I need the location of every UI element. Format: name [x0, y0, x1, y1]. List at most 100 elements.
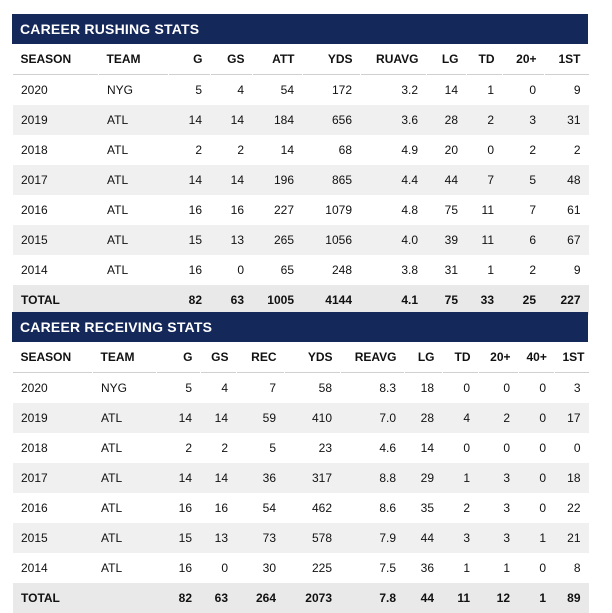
- total-cell: 7.8: [341, 583, 405, 613]
- col-td[interactable]: TD: [467, 44, 503, 75]
- col-lg[interactable]: LG: [427, 44, 467, 75]
- col-season[interactable]: SEASON: [13, 44, 99, 75]
- col-gs[interactable]: GS: [201, 342, 237, 373]
- table-cell: 0: [479, 433, 519, 463]
- receiving-stats-table: SEASON TEAM G GS REC YDS REAVG LG TD 20+…: [12, 342, 589, 613]
- table-cell: 20: [427, 135, 467, 165]
- table-cell: 462: [285, 493, 341, 523]
- col-lg[interactable]: LG: [405, 342, 443, 373]
- table-cell: 2018: [13, 433, 93, 463]
- table-cell: 5: [157, 373, 201, 404]
- table-cell: 1: [467, 255, 503, 285]
- table-cell: 0: [519, 493, 555, 523]
- table-cell: 16: [169, 255, 211, 285]
- table-cell: 3.2: [361, 75, 427, 106]
- col-td[interactable]: TD: [443, 342, 479, 373]
- total-cell: TOTAL: [13, 583, 93, 613]
- table-cell: 0: [443, 373, 479, 404]
- col-team[interactable]: TEAM: [99, 44, 169, 75]
- table-cell: 9: [545, 75, 589, 106]
- table-cell: 0: [479, 373, 519, 404]
- col-g[interactable]: G: [157, 342, 201, 373]
- table-cell: 3: [503, 105, 545, 135]
- col-1st[interactable]: 1ST: [545, 44, 589, 75]
- col-20plus[interactable]: 20+: [479, 342, 519, 373]
- table-cell: 15: [157, 523, 201, 553]
- table-cell: 59: [237, 403, 285, 433]
- total-cell: 82: [169, 285, 211, 315]
- table-cell: 14: [427, 75, 467, 106]
- table-cell: 1: [443, 463, 479, 493]
- col-gs[interactable]: GS: [211, 44, 253, 75]
- table-cell: 0: [519, 463, 555, 493]
- table-cell: 68: [303, 135, 361, 165]
- table-cell: 48: [545, 165, 589, 195]
- table-cell: 11: [467, 225, 503, 255]
- table-cell: 16: [157, 493, 201, 523]
- table-cell: 73: [237, 523, 285, 553]
- col-yds[interactable]: YDS: [303, 44, 361, 75]
- table-cell: 2014: [13, 553, 93, 583]
- table-cell: 7.0: [341, 403, 405, 433]
- table-cell: 14: [169, 165, 211, 195]
- col-40plus[interactable]: 40+: [519, 342, 555, 373]
- table-cell: 7: [237, 373, 285, 404]
- col-rec[interactable]: REC: [237, 342, 285, 373]
- total-cell: 63: [211, 285, 253, 315]
- table-cell: 2016: [13, 493, 93, 523]
- total-cell: 44: [405, 583, 443, 613]
- table-cell: NYG: [99, 75, 169, 106]
- table-cell: 14: [157, 403, 201, 433]
- table-cell: 2: [201, 433, 237, 463]
- table-cell: ATL: [93, 553, 157, 583]
- table-cell: 7.9: [341, 523, 405, 553]
- table-cell: 2020: [13, 373, 93, 404]
- rushing-stats-section: CAREER RUSHING STATS SEASON TEAM G GS AT…: [12, 14, 588, 315]
- col-team[interactable]: TEAM: [93, 342, 157, 373]
- table-cell: 29: [405, 463, 443, 493]
- col-20plus[interactable]: 20+: [503, 44, 545, 75]
- table-cell: 5: [169, 75, 211, 106]
- table-cell: 4.6: [341, 433, 405, 463]
- col-reavg[interactable]: REAVG: [341, 342, 405, 373]
- table-cell: ATL: [99, 255, 169, 285]
- total-cell: 33: [467, 285, 503, 315]
- col-1st[interactable]: 1ST: [555, 342, 589, 373]
- table-cell: 0: [503, 75, 545, 106]
- table-cell: 4.0: [361, 225, 427, 255]
- table-cell: 17: [555, 403, 589, 433]
- col-g[interactable]: G: [169, 44, 211, 75]
- table-cell: 0: [519, 553, 555, 583]
- table-cell: 36: [237, 463, 285, 493]
- col-att[interactable]: ATT: [253, 44, 303, 75]
- table-cell: 2017: [13, 463, 93, 493]
- table-cell: 184: [253, 105, 303, 135]
- table-cell: 265: [253, 225, 303, 255]
- table-cell: ATL: [99, 165, 169, 195]
- table-cell: 8.6: [341, 493, 405, 523]
- table-cell: 31: [545, 105, 589, 135]
- table-cell: 7.5: [341, 553, 405, 583]
- table-cell: 2017: [13, 165, 99, 195]
- table-cell: 7: [467, 165, 503, 195]
- table-cell: 28: [427, 105, 467, 135]
- col-ruavg[interactable]: RUAVG: [361, 44, 427, 75]
- col-season[interactable]: SEASON: [13, 342, 93, 373]
- table-cell: 14: [169, 105, 211, 135]
- col-yds[interactable]: YDS: [285, 342, 341, 373]
- table-cell: 410: [285, 403, 341, 433]
- table-cell: 35: [405, 493, 443, 523]
- table-cell: 2: [467, 105, 503, 135]
- table-cell: 227: [253, 195, 303, 225]
- table-cell: 0: [201, 553, 237, 583]
- total-cell: 4.1: [361, 285, 427, 315]
- table-cell: 1079: [303, 195, 361, 225]
- table-cell: 16: [211, 195, 253, 225]
- table-cell: 865: [303, 165, 361, 195]
